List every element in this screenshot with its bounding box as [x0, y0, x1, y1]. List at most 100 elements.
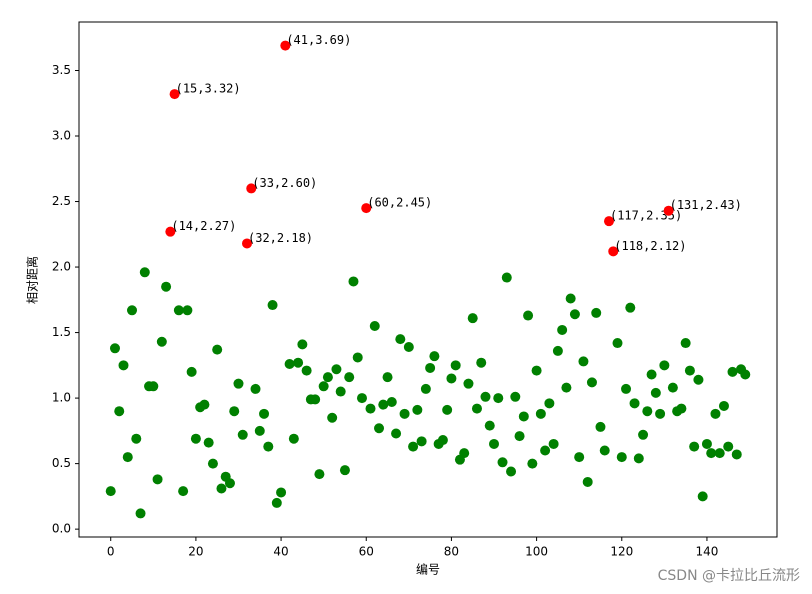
point — [676, 403, 687, 414]
point — [548, 438, 559, 449]
point — [646, 369, 657, 380]
point — [714, 448, 725, 459]
point — [152, 474, 163, 485]
x-tick-label: 80 — [444, 545, 459, 559]
point — [629, 398, 640, 409]
point — [135, 508, 146, 519]
point — [178, 486, 189, 497]
x-axis-label: 编号 — [416, 562, 440, 577]
point — [493, 393, 504, 404]
point — [131, 433, 142, 444]
x-tick-label: 100 — [525, 545, 548, 559]
point — [659, 360, 670, 371]
point — [109, 343, 120, 354]
point — [710, 408, 721, 419]
point — [446, 373, 457, 384]
point — [506, 466, 517, 477]
point — [484, 420, 495, 431]
point — [442, 404, 453, 415]
point — [212, 344, 223, 355]
point — [310, 394, 321, 405]
point — [608, 246, 619, 257]
point — [412, 404, 423, 415]
point — [680, 338, 691, 349]
point-annotation: (33,2.60) — [252, 176, 317, 190]
point — [382, 372, 393, 383]
point — [378, 399, 389, 410]
y-axis-label: 相对距离 — [25, 256, 40, 304]
point — [276, 487, 287, 498]
point — [199, 399, 210, 410]
point — [344, 372, 355, 383]
point — [318, 381, 329, 392]
point — [391, 428, 402, 439]
point-annotation: (14,2.27) — [171, 219, 236, 233]
point — [595, 421, 606, 432]
point — [723, 441, 734, 452]
x-tick-label: 20 — [188, 545, 203, 559]
point — [463, 378, 474, 389]
point — [667, 382, 678, 393]
point — [369, 321, 380, 332]
point — [476, 357, 487, 368]
point — [203, 437, 214, 448]
point — [557, 324, 568, 335]
point — [718, 400, 729, 411]
y-tick-label: 2.5 — [52, 194, 71, 208]
point — [514, 431, 525, 442]
point — [399, 408, 410, 419]
x-tick-label: 120 — [610, 545, 633, 559]
point — [527, 458, 538, 469]
point — [408, 441, 419, 452]
point — [263, 441, 274, 452]
point-annotation: (60,2.45) — [367, 196, 432, 210]
point — [727, 366, 738, 377]
point — [689, 441, 700, 452]
point — [165, 226, 176, 237]
point — [348, 276, 359, 287]
point — [706, 448, 717, 459]
point — [437, 435, 448, 446]
point — [599, 445, 610, 456]
y-tick-label: 3.0 — [52, 129, 71, 143]
point — [638, 429, 649, 440]
point — [161, 281, 172, 292]
point — [684, 365, 695, 376]
point — [425, 362, 436, 373]
point — [186, 366, 197, 377]
point — [190, 433, 201, 444]
point — [233, 378, 244, 389]
point — [246, 183, 257, 194]
point — [254, 425, 265, 436]
point — [655, 408, 666, 419]
point — [182, 305, 193, 316]
point — [169, 89, 180, 100]
point — [501, 272, 512, 283]
point — [612, 338, 623, 349]
point — [467, 313, 478, 324]
point — [693, 374, 704, 385]
x-tick-label: 140 — [695, 545, 718, 559]
point — [459, 448, 470, 459]
x-tick-label: 40 — [273, 545, 288, 559]
point — [250, 383, 261, 394]
point — [569, 309, 580, 320]
point-annotation: (131,2.43) — [670, 198, 742, 212]
point — [139, 267, 150, 278]
point-annotation: (41,3.69) — [286, 33, 351, 47]
y-tick-label: 1.5 — [52, 325, 71, 339]
point — [365, 403, 376, 414]
point — [173, 305, 184, 316]
point — [621, 383, 632, 394]
point — [416, 436, 427, 447]
point — [156, 336, 167, 347]
point — [352, 352, 363, 363]
point — [293, 357, 304, 368]
point — [280, 40, 291, 51]
point — [271, 497, 282, 508]
y-tick-label: 0.5 — [52, 456, 71, 470]
point — [361, 203, 372, 214]
point — [374, 423, 385, 434]
point — [561, 382, 572, 393]
